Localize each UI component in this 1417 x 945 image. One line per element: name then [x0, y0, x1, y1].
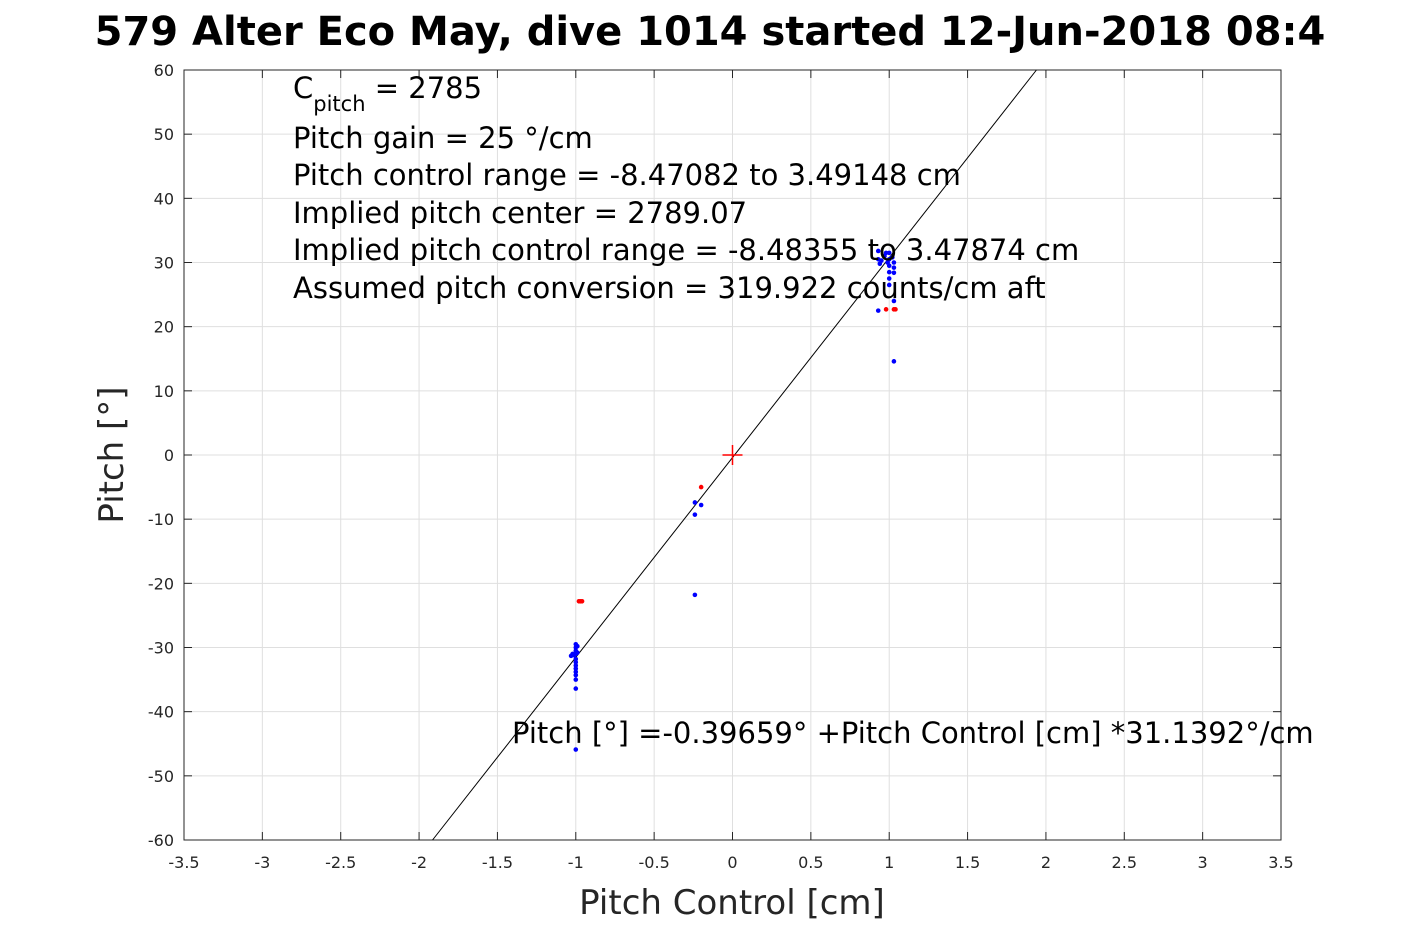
cpitch-symbol: C — [293, 71, 313, 105]
grid-layer — [183, 69, 1282, 841]
y-tick-label: -60 — [148, 831, 174, 850]
y-axis-label: Pitch [°] — [92, 386, 132, 523]
data-point — [893, 307, 898, 312]
data-point — [573, 677, 579, 682]
data-point — [891, 265, 897, 270]
data-point — [891, 270, 897, 276]
tick-layer: -3.5 -3 -2.5 -2 -1.5 -1 -0.5 0 0.5 1 1.5 2 2.5 3 3.5 -6… — [148, 61, 1294, 872]
data-point — [886, 269, 892, 275]
data-point — [890, 255, 895, 260]
y-tick-label: -40 — [148, 703, 174, 722]
y-tick-label: -30 — [148, 639, 174, 658]
x-tick-label: 3.5 — [1268, 853, 1293, 872]
data-point — [568, 653, 574, 659]
data-point — [573, 656, 579, 662]
data-point — [698, 502, 704, 508]
y-tick-label: 60 — [154, 61, 174, 80]
data-point — [891, 260, 897, 265]
x-tick-label: -3 — [254, 853, 270, 872]
data-point — [573, 686, 579, 691]
point-layer — [568, 248, 898, 752]
data-point — [573, 663, 579, 668]
y-tick-label: 10 — [154, 382, 174, 401]
data-point — [579, 599, 585, 604]
annotation-implied-center: Implied pitch center = 2789.07 — [293, 196, 747, 230]
x-tick-label: 2 — [1041, 853, 1051, 872]
data-point — [573, 747, 579, 752]
cpitch-subscript: pitch — [313, 92, 365, 116]
center-marker-layer — [722, 445, 743, 465]
y-tick-label: -50 — [148, 767, 174, 786]
data-point — [698, 484, 704, 490]
y-tick-label: -20 — [148, 574, 174, 593]
x-tick-label: -0.5 — [639, 853, 670, 872]
x-tick-label: 2.5 — [1112, 853, 1137, 872]
data-point — [875, 308, 881, 313]
x-tick-label: 1.5 — [955, 853, 980, 872]
annotation-fit-equation: Pitch [°] =-0.39659° +Pitch Control [cm]… — [512, 716, 1314, 750]
data-point — [692, 592, 698, 598]
data-point — [886, 276, 892, 281]
data-point — [891, 298, 897, 304]
data-point — [692, 500, 698, 505]
chart-title: 579 Alter Eco May, dive 1014 started 12-… — [95, 9, 1326, 55]
annotation-implied-range: Implied pitch control range = -8.48355 t… — [293, 233, 1079, 267]
y-tick-label: 40 — [154, 189, 174, 208]
data-point — [573, 669, 579, 675]
y-tick-label: 20 — [154, 318, 174, 337]
data-point — [692, 512, 698, 517]
data-point — [883, 307, 889, 312]
data-point — [891, 359, 897, 364]
data-point — [573, 672, 579, 678]
annotation-cpitch: Cpitch = 2785 — [293, 71, 482, 116]
data-point — [886, 250, 892, 256]
data-point — [886, 282, 892, 288]
y-tick-label: 50 — [154, 125, 174, 144]
data-point — [886, 263, 892, 269]
x-tick-label: -1.5 — [482, 853, 513, 872]
y-tick-label: 0 — [164, 446, 174, 465]
x-tick-label: 0 — [727, 853, 737, 872]
x-tick-label: -2.5 — [325, 853, 356, 872]
data-point — [875, 248, 881, 254]
x-tick-label: 3 — [1198, 853, 1208, 872]
y-tick-label: -10 — [148, 510, 174, 529]
x-tick-label: -2 — [411, 853, 427, 872]
data-point — [879, 258, 884, 263]
annotation-control-range: Pitch control range = -8.47082 to 3.4914… — [293, 158, 961, 192]
annotation-pitch-gain: Pitch gain = 25 °/cm — [293, 121, 593, 155]
x-axis-label: Pitch Control [cm] — [579, 883, 885, 923]
annotation-conversion: Assumed pitch conversion = 319.922 count… — [293, 271, 1046, 305]
x-tick-label: 1 — [884, 853, 894, 872]
y-tick-label: 30 — [154, 254, 174, 273]
data-point — [575, 643, 580, 649]
x-tick-label: 0.5 — [798, 853, 823, 872]
data-point — [573, 659, 579, 665]
data-point — [573, 666, 579, 671]
x-tick-label: -3.5 — [168, 853, 199, 872]
cpitch-value: = 2785 — [366, 71, 483, 105]
data-point — [575, 650, 580, 655]
x-tick-label: -1 — [568, 853, 584, 872]
